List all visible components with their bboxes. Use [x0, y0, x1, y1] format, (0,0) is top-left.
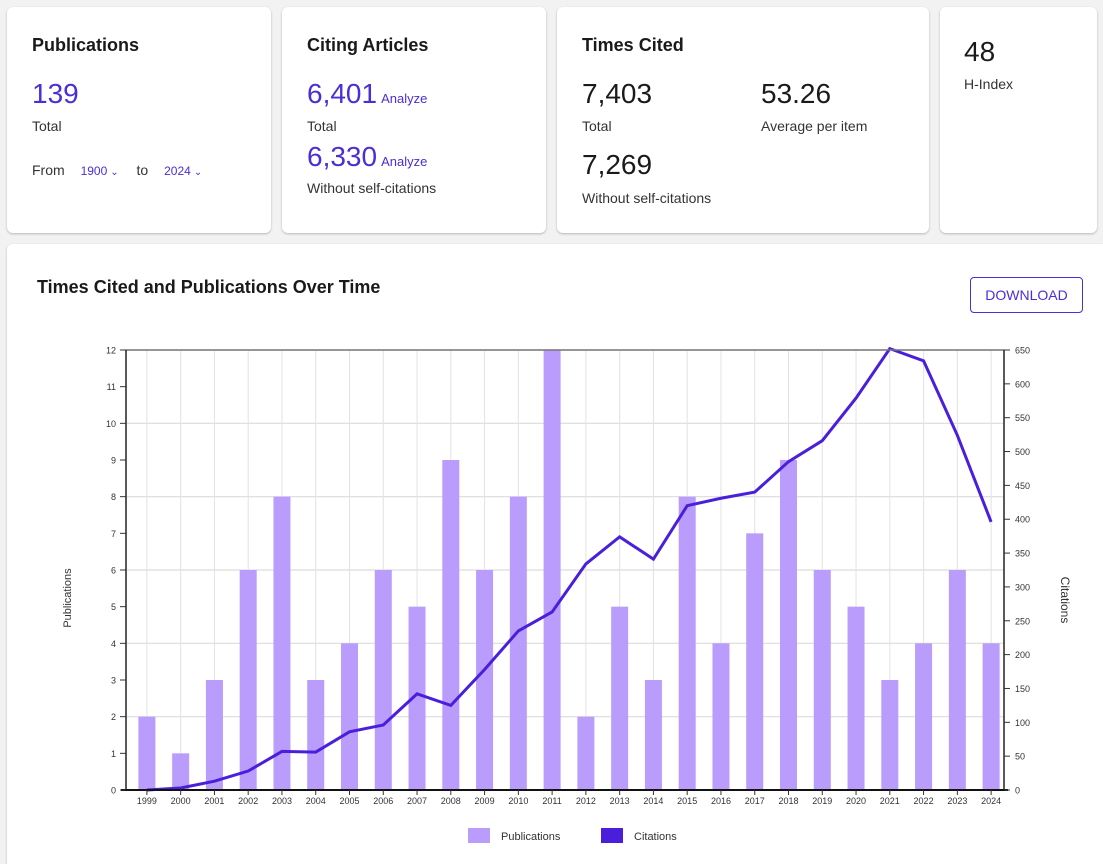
- times-cited-card: Times Cited 7,403 Total 53.26 Average pe…: [557, 7, 929, 233]
- citing-without-label: Without self-citations: [307, 180, 436, 196]
- chevron-down-icon: ⌄: [194, 167, 202, 178]
- to-year-value: 2024: [164, 164, 191, 178]
- publications-total: 139: [32, 78, 79, 110]
- year-range: From 1900⌄ to 2024⌄: [32, 162, 202, 178]
- h-index-card: 48 H-Index: [940, 7, 1097, 233]
- publications-title: Publications: [32, 35, 139, 56]
- from-label: From: [32, 162, 65, 178]
- citing-total-row: 6,401 Analyze: [307, 78, 427, 110]
- citing-total: 6,401: [307, 78, 377, 109]
- to-year-select[interactable]: 2024⌄: [164, 164, 202, 178]
- analyze-without-link[interactable]: Analyze: [381, 154, 427, 169]
- download-button[interactable]: DOWNLOAD: [970, 277, 1083, 313]
- times-cited-average: 53.26: [761, 78, 831, 110]
- citing-title: Citing Articles: [307, 35, 428, 56]
- chevron-down-icon: ⌄: [110, 167, 118, 178]
- times-cited-title: Times Cited: [582, 35, 684, 56]
- h-index-value: 48: [964, 36, 995, 68]
- times-cited-without: 7,269: [582, 149, 652, 181]
- h-index-label: H-Index: [964, 76, 1013, 92]
- times-cited-average-label: Average per item: [761, 118, 867, 134]
- publications-card: Publications 139 Total From 1900⌄ to 202…: [7, 7, 271, 233]
- citing-without-row: 6,330 Analyze: [307, 141, 427, 173]
- times-cited-total: 7,403: [582, 78, 652, 110]
- analyze-total-link[interactable]: Analyze: [381, 91, 427, 106]
- chart-panel: Times Cited and Publications Over Time: [7, 244, 1103, 864]
- times-cited-total-label: Total: [582, 118, 612, 134]
- citing-articles-card: Citing Articles 6,401 Analyze Total 6,330…: [282, 7, 546, 233]
- publications-total-label: Total: [32, 118, 62, 134]
- from-year-select[interactable]: 1900⌄: [81, 164, 119, 178]
- citing-without: 6,330: [307, 141, 377, 172]
- citing-total-label: Total: [307, 118, 337, 134]
- from-year-value: 1900: [81, 164, 108, 178]
- times-cited-without-label: Without self-citations: [582, 190, 711, 206]
- chart-title: Times Cited and Publications Over Time: [37, 277, 380, 298]
- to-label: to: [137, 162, 149, 178]
